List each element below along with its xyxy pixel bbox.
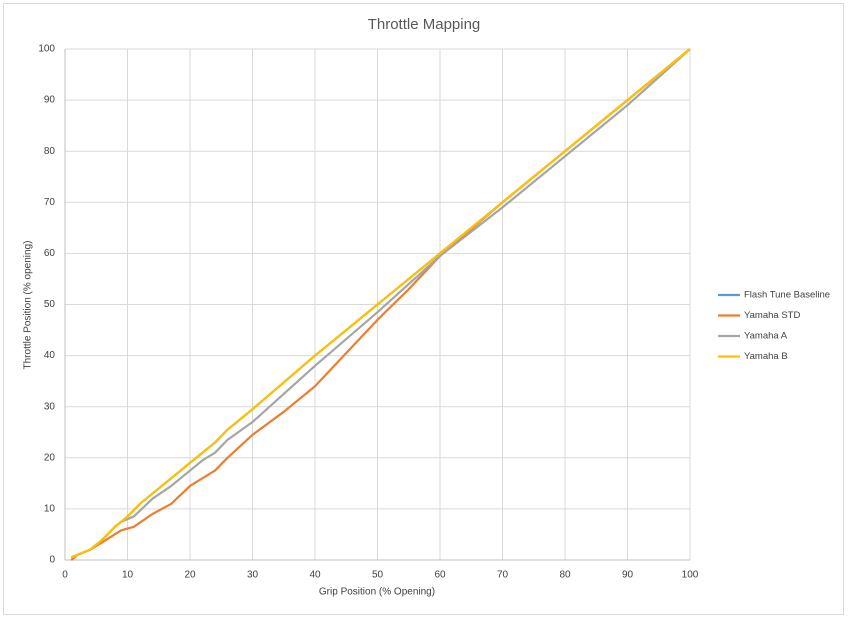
y-tick-label: 60 [44,248,56,259]
y-tick-label: 0 [49,555,55,566]
y-tick-label: 50 [44,299,56,310]
x-tick-label: 0 [62,570,68,581]
x-tick-label: 30 [247,570,259,581]
y-tick-label: 70 [44,197,56,208]
legend-label: Flash Tune Baseline [744,290,830,301]
legend-label: Yamaha A [744,331,788,342]
y-tick-label: 20 [44,452,56,463]
y-tick-label: 80 [44,146,56,157]
y-tick-label: 40 [44,350,56,361]
x-tick-label: 40 [309,570,321,581]
data-line [70,48,691,561]
legend-label: Yamaha STD [744,310,800,321]
y-tick-label: 10 [44,504,56,515]
x-tick-label: 100 [682,570,699,581]
chart-frame [3,3,844,615]
y-tick-label: 30 [44,401,56,412]
x-tick-label: 70 [497,570,509,581]
data-line [70,48,691,559]
x-axis-label: Grip Position (% Opening) [319,587,435,598]
x-tick-label: 80 [559,570,571,581]
x-tick-label: 20 [184,570,196,581]
y-tick-label: 100 [38,44,55,55]
x-tick-label: 90 [622,570,634,581]
x-tick-label: 10 [122,570,134,581]
x-tick-label: 50 [372,570,384,581]
legend-label: Yamaha B [744,351,788,362]
chart-title: Throttle Mapping [368,16,481,33]
x-tick-label: 60 [434,570,446,581]
y-tick-label: 90 [44,95,56,106]
y-axis-label: Throttle Position (% opening) [23,241,34,370]
